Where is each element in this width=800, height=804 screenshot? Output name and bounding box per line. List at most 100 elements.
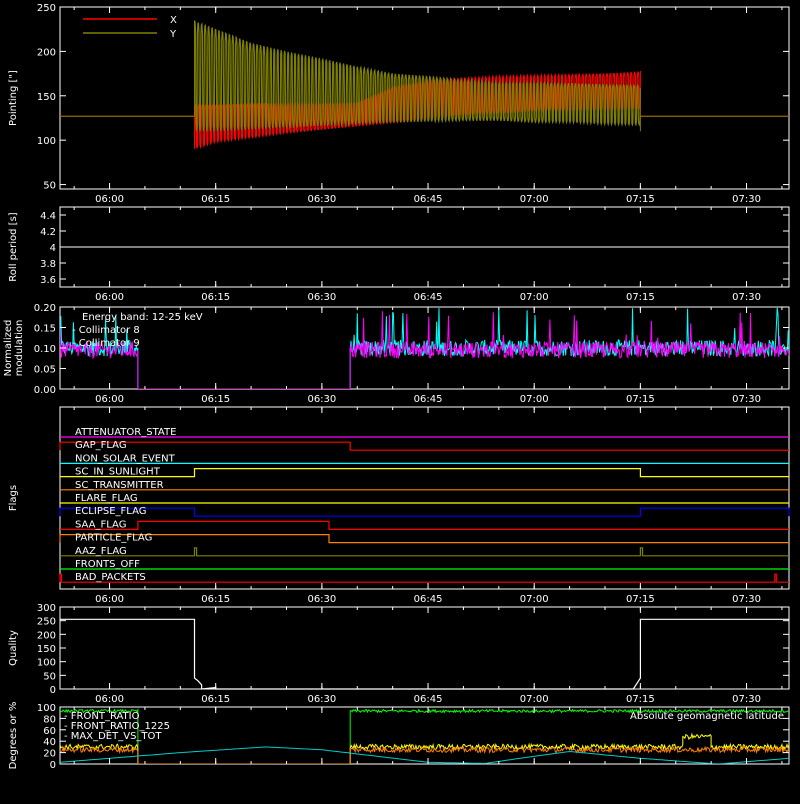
flag-label-eclipse-flag: ECLIPSE_FLAG — [75, 506, 146, 517]
pointing-trace-Y — [193, 20, 641, 132]
flag-line-saa-flag — [60, 520, 789, 530]
flag-label-fronts-off: FRONTS_OFF — [75, 559, 140, 570]
panel-2-ytick-label: 0.00 — [34, 385, 56, 396]
modulation-trace-1 — [349, 311, 789, 360]
panel-1-xtick-label: 07:15 — [626, 292, 655, 303]
panel-4-ytick-label: 250 — [37, 617, 56, 628]
panel-1-ytick-label: 3.8 — [40, 259, 56, 270]
legend-label-X: X — [170, 15, 177, 26]
modulation-trace-0 — [349, 307, 789, 358]
panel-2-xtick-label: 07:00 — [520, 394, 549, 405]
panel-4-xtick-label: 07:15 — [626, 694, 655, 705]
panel-4-ylabel: Quality — [8, 630, 19, 666]
pointing-series-Y — [60, 20, 789, 132]
panel-5-ytick-label: 100 — [37, 703, 56, 714]
panel-0-xtick-label: 07:00 — [520, 194, 549, 205]
ratio-annotation: Absolute geomagnetic latitude — [630, 711, 784, 722]
flag-label-flare-flag: FLARE_FLAG — [75, 493, 138, 504]
flag-line-aaz-flag — [60, 547, 789, 557]
modulation-series-1 — [60, 311, 789, 389]
flag-line-eclipse-flag — [59, 507, 790, 517]
panel-5-frame — [59, 706, 790, 765]
modulation-trace-1 — [60, 327, 139, 360]
flag-label-bad-packets: BAD_PACKETS — [75, 572, 146, 583]
panel-4-ytick-label: 300 — [37, 603, 56, 614]
panel-2-xtick-label: 07:15 — [626, 394, 655, 405]
panel-0-xtick-label: 07:15 — [626, 194, 655, 205]
panel-0-ytick-label: 100 — [37, 136, 56, 147]
ratio-series-2 — [60, 745, 789, 764]
panel-0-ytick-label: 200 — [37, 47, 56, 58]
panel-2-xtick-label: 06:45 — [414, 394, 443, 405]
panel-3-xtick-label: 06:45 — [414, 594, 443, 605]
ratio-series-0 — [60, 707, 789, 764]
panel-1-ytick-label: 4.2 — [40, 227, 56, 238]
ratio-series-1 — [60, 732, 789, 764]
geomagnetic-latitude-trace — [60, 746, 789, 764]
panel-4-ytick-label: 200 — [37, 630, 56, 641]
panel-1-ytick-label: 4 — [50, 243, 56, 254]
panel-3-ylabel: Flags — [8, 485, 19, 511]
panel-4-ytick-label: 0 — [50, 685, 56, 696]
modulation-gap-0 — [137, 348, 351, 389]
panel-2-ytick-label: 0.15 — [34, 324, 56, 335]
panel-5-ytick-label: 80 — [43, 714, 56, 725]
panel-5-ytick-label: 20 — [43, 749, 56, 760]
panel-1-ylabel: Roll period [s] — [8, 212, 19, 281]
panel-4-xtick-label: 06:30 — [307, 694, 336, 705]
panel-0-ytick-label: 50 — [43, 181, 56, 192]
quality-trace — [60, 618, 789, 690]
panel-3-frame — [59, 406, 790, 590]
panel-2-ytick-label: 0.05 — [34, 365, 56, 376]
panel-5-ylabel: Degrees or % — [8, 702, 19, 770]
panel-4-xtick-label: 07:00 — [520, 694, 549, 705]
panel-2-xtick-label: 06:00 — [95, 394, 124, 405]
panel-2-xtick-label: 07:30 — [732, 394, 761, 405]
panel-1-ytick-label: 4.4 — [40, 211, 56, 222]
modulation-energy-band: Energy band: 12-25 keV — [82, 312, 203, 323]
panel-1-xtick-label: 06:00 — [95, 292, 124, 303]
flag-label-aaz-flag: AAZ_FLAG — [75, 546, 127, 557]
legend-label-Y: Y — [169, 29, 177, 40]
panel-2-ylabel: modulation — [14, 320, 25, 377]
panel-4-xtick-label: 06:00 — [95, 694, 124, 705]
panel-1-xtick-label: 06:30 — [307, 292, 336, 303]
panel-2-ytick-label: 0.10 — [34, 344, 56, 355]
ratio-legend-2: - MAX_DET_VS_TOT — [64, 731, 162, 742]
panel-0-xtick-label: 06:30 — [307, 194, 336, 205]
panel-0-xtick-label: 06:00 — [95, 194, 124, 205]
flag-label-particle-flag: PARTICLE_FLAG — [75, 533, 152, 544]
ratio-legend-1: - FRONT_RATIO_1225 — [64, 721, 170, 732]
modulation-legend-1: - Collimator 9 — [72, 338, 140, 349]
panel-2-ylabel: Normalized — [3, 320, 14, 377]
ratio-trace-1 — [60, 732, 789, 764]
flag-label-attenuator-state: ATTENUATOR_STATE — [75, 427, 176, 438]
flag-label-sc-transmitter: SC_TRANSMITTER — [75, 480, 164, 491]
ratio-series-3 — [60, 746, 789, 764]
flag-label-saa-flag: SAA_FLAG — [75, 519, 126, 530]
panel-3-xtick-label: 07:30 — [732, 594, 761, 605]
panel-3-xtick-label: 06:15 — [201, 594, 230, 605]
panel-1-ytick-label: 3.6 — [40, 275, 56, 286]
ratio-trace-0 — [60, 707, 789, 764]
panel-4-xtick-label: 06:45 — [414, 694, 443, 705]
ratio-legend-0: - FRONT_RATIO — [64, 711, 140, 722]
panel-4-ytick-label: 150 — [37, 644, 56, 655]
panel-3-xtick-label: 06:30 — [307, 594, 336, 605]
panel-2-xtick-label: 06:15 — [201, 394, 230, 405]
panel-1-xtick-label: 07:30 — [732, 292, 761, 303]
panel-4-ytick-label: 50 — [43, 671, 56, 682]
flag-label-non-solar-event: NON_SOLAR_EVENT — [75, 453, 176, 464]
flag-line-gap-flag — [59, 441, 789, 451]
panel-2-xtick-label: 06:30 — [307, 394, 336, 405]
panel-4-xtick-label: 06:15 — [201, 694, 230, 705]
modulation-legend-0: - Collimator 8 — [72, 325, 140, 336]
panel-5-ytick-label: 40 — [43, 737, 56, 748]
panel-1-xtick-label: 06:45 — [414, 292, 443, 303]
flag-line-particle-flag — [59, 534, 789, 544]
flag-label-sc-in-sunlight: SC_IN_SUNLIGHT — [75, 467, 161, 478]
panel-3-xtick-label: 06:00 — [95, 594, 124, 605]
panel-0-xtick-label: 07:30 — [732, 194, 761, 205]
panel-0-xtick-label: 06:45 — [414, 194, 443, 205]
